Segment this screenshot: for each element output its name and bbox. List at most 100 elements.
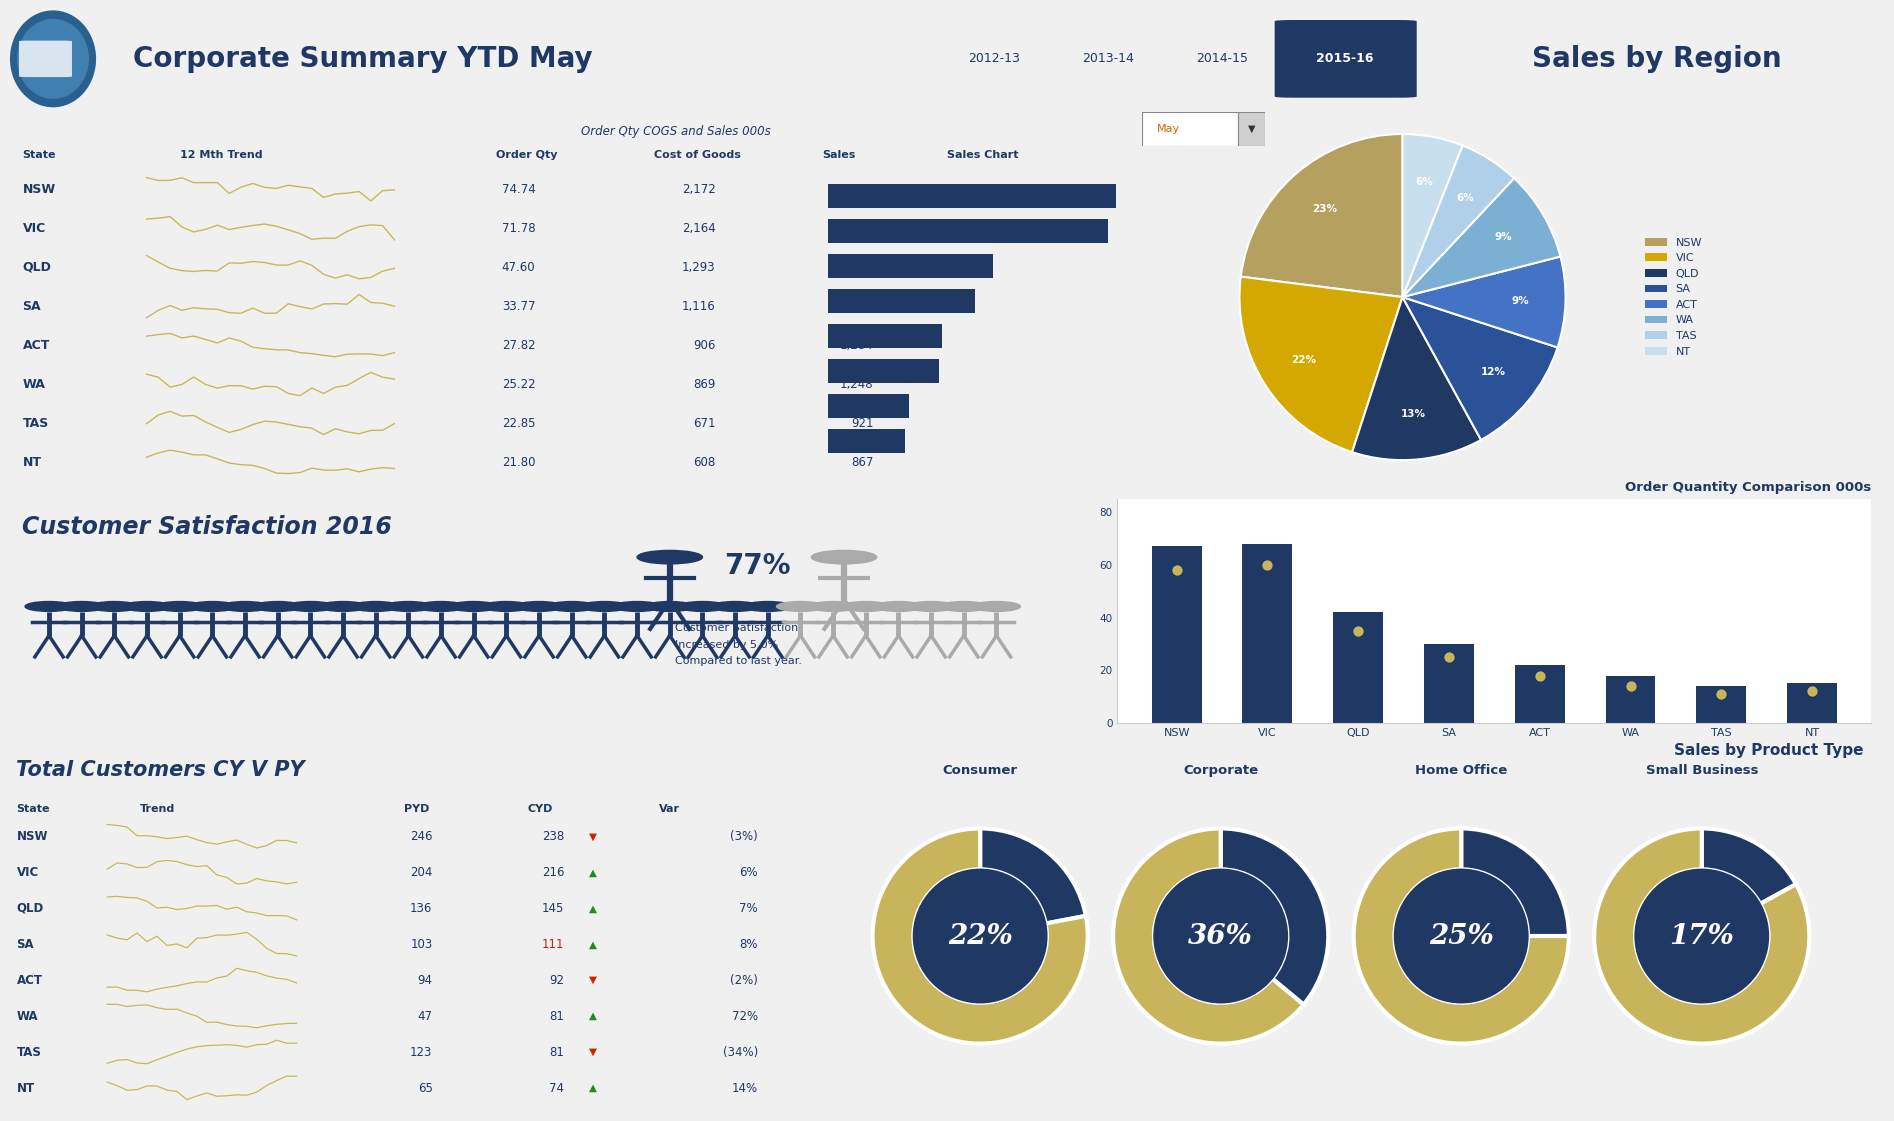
Text: 71.78: 71.78 <box>502 222 536 235</box>
Text: Sales Chart: Sales Chart <box>947 150 1019 160</box>
Circle shape <box>515 602 563 611</box>
Wedge shape <box>979 828 1085 924</box>
Title: Corporate: Corporate <box>1184 763 1258 777</box>
Text: 74: 74 <box>549 1082 564 1094</box>
Text: 671: 671 <box>693 417 716 429</box>
FancyBboxPatch shape <box>1275 20 1417 98</box>
Bar <box>828 429 905 453</box>
Circle shape <box>318 602 367 611</box>
Circle shape <box>222 602 269 611</box>
Text: 2014-15: 2014-15 <box>1195 53 1248 65</box>
Text: Order Qty: Order Qty <box>496 150 557 160</box>
Text: 869: 869 <box>693 378 716 391</box>
Wedge shape <box>1703 828 1796 904</box>
Title: Home Office: Home Office <box>1415 763 1508 777</box>
Circle shape <box>580 602 629 611</box>
Circle shape <box>636 550 703 564</box>
Text: 1,293: 1,293 <box>682 261 716 274</box>
Text: 36%: 36% <box>1188 923 1254 949</box>
Text: ▲: ▲ <box>589 868 597 878</box>
Text: 1,657: 1,657 <box>839 299 873 313</box>
Text: ▲: ▲ <box>589 939 597 949</box>
Text: Var: Var <box>659 804 680 814</box>
Text: May: May <box>1157 124 1180 133</box>
Circle shape <box>809 602 858 611</box>
Text: Order Qty COGS and Sales 000s: Order Qty COGS and Sales 000s <box>581 124 771 138</box>
Text: TAS: TAS <box>23 417 49 429</box>
Text: (2%): (2%) <box>729 974 758 986</box>
Bar <box>1424 643 1474 723</box>
Text: ▲: ▲ <box>589 1011 597 1021</box>
Text: 103: 103 <box>411 938 432 951</box>
Text: ACT: ACT <box>23 339 49 352</box>
Text: VIC: VIC <box>17 865 38 879</box>
Text: ▲: ▲ <box>589 1083 597 1093</box>
Title: Small Business: Small Business <box>1646 763 1758 777</box>
Text: NT: NT <box>17 1082 34 1094</box>
Circle shape <box>777 602 824 611</box>
Bar <box>1239 112 1265 146</box>
Text: 17%: 17% <box>1669 923 1735 949</box>
Circle shape <box>449 602 498 611</box>
Bar <box>1515 665 1564 723</box>
Text: 9%: 9% <box>1494 232 1513 242</box>
Text: 216: 216 <box>542 865 564 879</box>
Text: QLD: QLD <box>23 261 51 274</box>
Text: 246: 246 <box>409 830 432 843</box>
Circle shape <box>417 602 466 611</box>
Text: 22.85: 22.85 <box>502 417 536 429</box>
Text: 867: 867 <box>850 455 873 469</box>
Text: 3,152: 3,152 <box>839 222 873 235</box>
Text: 47.60: 47.60 <box>502 261 536 274</box>
Text: 72%: 72% <box>731 1010 758 1022</box>
Text: ▲: ▲ <box>589 904 597 914</box>
Circle shape <box>91 602 138 611</box>
Text: 23%: 23% <box>1313 204 1337 214</box>
Text: PYD: PYD <box>403 804 430 814</box>
Bar <box>828 393 909 418</box>
Point <box>1343 622 1373 640</box>
Circle shape <box>25 602 74 611</box>
Text: Corporate Summary YTD May: Corporate Summary YTD May <box>133 45 593 73</box>
Circle shape <box>155 602 205 611</box>
Bar <box>1242 544 1292 723</box>
Bar <box>1788 684 1837 723</box>
Text: 608: 608 <box>693 455 716 469</box>
Text: 2,172: 2,172 <box>682 183 716 196</box>
Circle shape <box>352 602 400 611</box>
Text: ▼: ▼ <box>589 975 597 985</box>
Bar <box>1697 686 1746 723</box>
Circle shape <box>1153 869 1288 1003</box>
Circle shape <box>1635 869 1769 1003</box>
Point <box>1252 556 1282 574</box>
Text: CYD: CYD <box>527 804 553 814</box>
Text: 12 Mth Trend: 12 Mth Trend <box>180 150 263 160</box>
Bar <box>828 219 1108 243</box>
Circle shape <box>939 602 989 611</box>
Point <box>1434 648 1464 666</box>
Text: 1,284: 1,284 <box>839 339 873 352</box>
Text: Customer Satisfaction 2016: Customer Satisfaction 2016 <box>21 515 392 538</box>
Circle shape <box>123 602 170 611</box>
Bar <box>1142 112 1239 146</box>
Text: Trend: Trend <box>140 804 176 814</box>
Wedge shape <box>1402 146 1513 297</box>
Circle shape <box>972 602 1021 611</box>
Circle shape <box>483 602 530 611</box>
Text: SA: SA <box>23 299 42 313</box>
Wedge shape <box>1354 828 1568 1044</box>
Text: 25.22: 25.22 <box>502 378 536 391</box>
Point <box>1525 667 1555 685</box>
Circle shape <box>710 602 759 611</box>
Text: Sales by Region: Sales by Region <box>1532 45 1782 73</box>
Wedge shape <box>1239 277 1402 452</box>
Wedge shape <box>873 828 1087 1044</box>
Text: State: State <box>23 150 57 160</box>
Text: Total Customers CY V PY: Total Customers CY V PY <box>17 760 305 780</box>
Text: 2,164: 2,164 <box>682 222 716 235</box>
Text: Customer Satisfaction
Increased by 5.0%
Compared to last year.: Customer Satisfaction Increased by 5.0% … <box>674 623 803 666</box>
Text: TAS: TAS <box>17 1046 42 1058</box>
Text: 6%: 6% <box>1456 193 1474 203</box>
Text: 25%: 25% <box>1428 923 1494 949</box>
Text: 123: 123 <box>411 1046 432 1058</box>
